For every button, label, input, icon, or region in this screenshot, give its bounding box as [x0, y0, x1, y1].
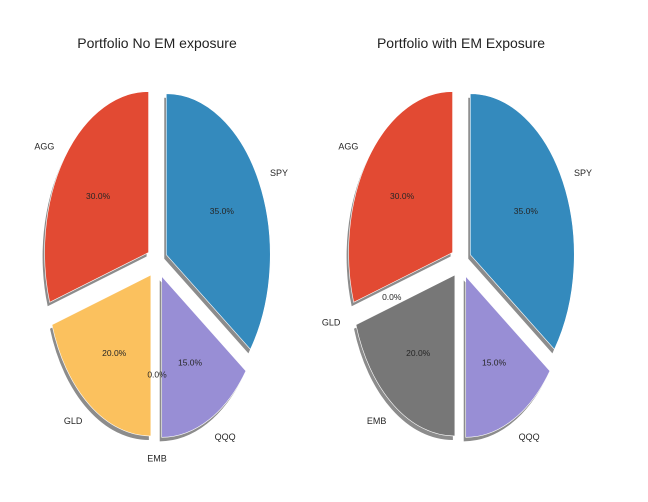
pie-slice-spy — [469, 93, 575, 350]
slice-percent-spy: 35.0% — [210, 206, 235, 216]
pie-slice-qqq — [465, 275, 551, 438]
slice-percent-qqq: 15.0% — [482, 357, 507, 367]
chart-title: Portfolio No EM exposure — [77, 35, 237, 51]
slice-label-agg: AGG — [34, 142, 54, 152]
slice-percent-gld: 20.0% — [102, 348, 127, 358]
pie-slice-agg — [348, 91, 453, 303]
slice-percent-emb: 0.0% — [147, 370, 167, 380]
slice-percent-qqq: 15.0% — [178, 357, 203, 367]
slice-percent-gld: 0.0% — [382, 292, 402, 302]
pie-chart-with-em: AGG30.0%GLD0.0%EMB20.0%QQQ15.0%SPY35.0% … — [322, 35, 592, 442]
pie-slice-spy — [165, 93, 271, 350]
slice-percent-spy: 35.0% — [514, 206, 539, 216]
pie-slice-gld — [51, 274, 152, 437]
pie-slice-emb — [355, 274, 456, 437]
pie-slice-qqq — [161, 275, 247, 438]
slice-label-spy: SPY — [574, 168, 592, 178]
slice-label-qqq: QQQ — [519, 432, 540, 442]
slice-percent-emb: 20.0% — [406, 348, 431, 358]
slice-label-qqq: QQQ — [215, 432, 236, 442]
slice-percent-agg: 30.0% — [86, 191, 111, 201]
slice-label-emb: EMB — [367, 416, 387, 426]
slice-label-gld: GLD — [64, 416, 83, 426]
slice-label-spy: SPY — [270, 168, 288, 178]
slice-percent-agg: 30.0% — [390, 191, 415, 201]
chart-title: Portfolio with EM Exposure — [377, 35, 545, 51]
slice-label-agg: AGG — [338, 142, 358, 152]
pie-slice-agg — [44, 91, 149, 303]
pie-chart-no-em: AGG30.0%GLD20.0%EMB0.0%QQQ15.0%SPY35.0% … — [34, 35, 288, 463]
slice-label-emb: EMB — [147, 453, 167, 463]
slice-label-gld: GLD — [322, 318, 341, 328]
